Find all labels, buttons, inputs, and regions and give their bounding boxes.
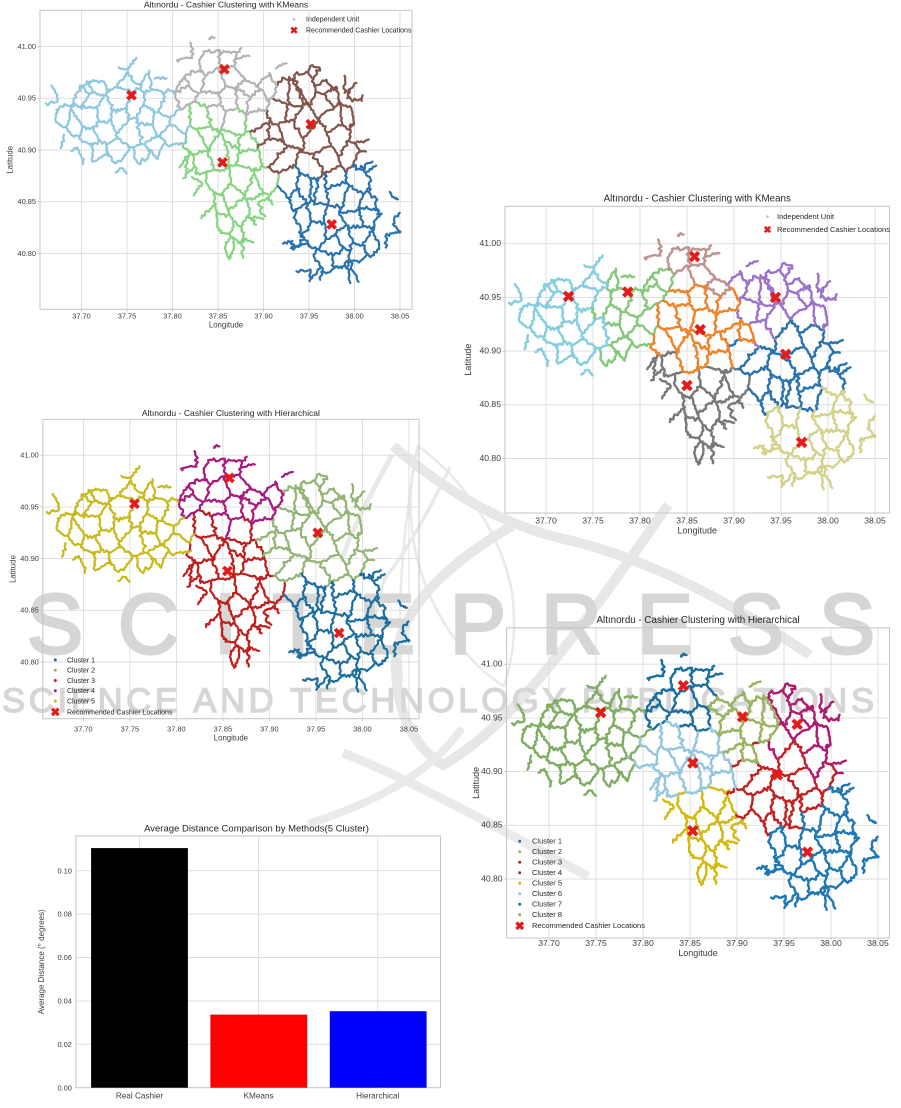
svg-text:37.80: 37.80 [629,516,651,526]
svg-text:37.95: 37.95 [773,938,795,948]
svg-text:37.80: 37.80 [163,312,182,321]
svg-text:38.05: 38.05 [867,938,889,948]
svg-text:37.70: 37.70 [538,938,560,948]
svg-text:40.80: 40.80 [479,453,501,463]
svg-text:40.85: 40.85 [18,197,37,206]
svg-text:Longitude: Longitude [209,321,243,330]
svg-text:38.05: 38.05 [400,725,419,734]
svg-text:Recommended Cashier Locations: Recommended Cashier Locations [306,28,412,35]
svg-text:37.70: 37.70 [535,516,557,526]
svg-text:Latitude: Latitude [6,146,15,174]
svg-text:Average Distance (° degrees): Average Distance (° degrees) [37,909,46,1014]
svg-text:Altınordu - Cashier Clustering: Altınordu - Cashier Clustering with Hier… [597,615,800,626]
svg-text:41.00: 41.00 [20,451,39,460]
svg-text:Average Distance Comparison by: Average Distance Comparison by Methods(5… [144,824,369,835]
svg-text:40.90: 40.90 [479,346,501,356]
svg-text:37.75: 37.75 [121,725,140,734]
svg-text:Longitude: Longitude [214,734,248,743]
svg-text:41.00: 41.00 [479,238,501,248]
svg-text:Altınordu - Cashier Clustering: Altınordu - Cashier Clustering with Hier… [142,408,320,418]
svg-text:Cluster 2: Cluster 2 [532,847,562,856]
svg-text:Cluster 1: Cluster 1 [67,657,95,664]
svg-text:41.00: 41.00 [18,42,37,51]
svg-text:37.85: 37.85 [676,516,698,526]
svg-text:41.00: 41.00 [481,659,503,669]
svg-text:Altınordu - Cashier Clustering: Altınordu - Cashier Clustering with KMea… [604,194,791,205]
svg-text:Latitude: Latitude [463,344,473,376]
svg-text:Cluster 3: Cluster 3 [532,858,562,867]
svg-text:KMeans: KMeans [244,1092,274,1101]
svg-text:37.85: 37.85 [679,938,701,948]
svg-text:38.00: 38.00 [817,516,839,526]
svg-text:38.00: 38.00 [345,312,364,321]
svg-text:Cluster 3: Cluster 3 [67,678,95,685]
svg-text:40.80: 40.80 [18,249,37,258]
svg-text:40.90: 40.90 [481,766,503,776]
svg-text:40.85: 40.85 [479,399,501,409]
svg-text:Cluster 8: Cluster 8 [532,910,562,919]
svg-text:40.95: 40.95 [479,292,501,302]
svg-text:37.80: 37.80 [632,938,654,948]
svg-text:37.90: 37.90 [254,312,273,321]
svg-text:Independent Unit: Independent Unit [306,17,359,24]
svg-text:37.75: 37.75 [118,312,137,321]
svg-text:Longitude: Longitude [678,948,718,958]
svg-text:40.80: 40.80 [481,873,503,883]
svg-text:38.05: 38.05 [391,312,410,321]
svg-text:40.80: 40.80 [20,657,39,666]
svg-text:40.85: 40.85 [20,606,39,615]
svg-text:37.95: 37.95 [770,516,792,526]
svg-text:Cluster 6: Cluster 6 [532,889,562,898]
svg-text:40.95: 40.95 [481,712,503,722]
svg-text:37.70: 37.70 [72,312,91,321]
svg-text:37.85: 37.85 [209,312,228,321]
svg-text:Cluster 5: Cluster 5 [67,699,95,706]
svg-text:37.90: 37.90 [723,516,745,526]
svg-text:40.95: 40.95 [18,94,37,103]
svg-text:Cluster 4: Cluster 4 [532,868,562,877]
svg-text:Cluster 5: Cluster 5 [532,879,562,888]
svg-text:Cluster 7: Cluster 7 [532,900,562,909]
svg-text:Recommended Cashier Locations: Recommended Cashier Locations [532,921,645,930]
svg-text:Independent Unit: Independent Unit [777,212,835,221]
svg-text:Cluster 4: Cluster 4 [67,688,95,695]
svg-text:Recommended Cashier Locations: Recommended Cashier Locations [777,225,890,234]
svg-text:37.80: 37.80 [167,725,186,734]
svg-text:37.95: 37.95 [307,725,326,734]
svg-text:38.00: 38.00 [820,938,842,948]
svg-text:37.90: 37.90 [260,725,279,734]
svg-text:40.90: 40.90 [20,554,39,563]
svg-text:38.00: 38.00 [353,725,372,734]
svg-text:37.85: 37.85 [214,725,233,734]
svg-text:40.90: 40.90 [18,145,37,154]
svg-text:37.90: 37.90 [726,938,748,948]
svg-text:Recommended Cashier Locations: Recommended Cashier Locations [67,709,173,716]
svg-text:37.70: 37.70 [74,725,93,734]
svg-text:0.10: 0.10 [58,866,72,875]
svg-text:40.85: 40.85 [481,820,503,830]
svg-text:Real Cashier: Real Cashier [116,1092,164,1101]
svg-text:Hierarchical: Hierarchical [356,1092,399,1101]
svg-text:SCITEPRESS: SCITEPRESS [27,577,875,671]
svg-text:37.75: 37.75 [585,938,607,948]
svg-text:37.95: 37.95 [300,312,319,321]
svg-text:38.05: 38.05 [864,516,886,526]
svg-text:0.02: 0.02 [58,1040,72,1049]
svg-text:37.75: 37.75 [582,516,604,526]
svg-text:0.08: 0.08 [58,910,72,919]
svg-text:0.06: 0.06 [58,953,72,962]
svg-text:0.00: 0.00 [58,1083,72,1092]
svg-text:Altınordu - Cashier Clustering: Altınordu - Cashier Clustering with KMea… [144,0,308,10]
svg-text:Longitude: Longitude [677,526,717,536]
svg-text:0.04: 0.04 [58,997,72,1006]
svg-text:Latitude: Latitude [471,767,481,799]
svg-text:Cluster 1: Cluster 1 [532,837,562,846]
svg-text:Cluster 2: Cluster 2 [67,668,95,675]
svg-text:40.95: 40.95 [20,502,39,511]
svg-text:Latitude: Latitude [9,555,18,583]
